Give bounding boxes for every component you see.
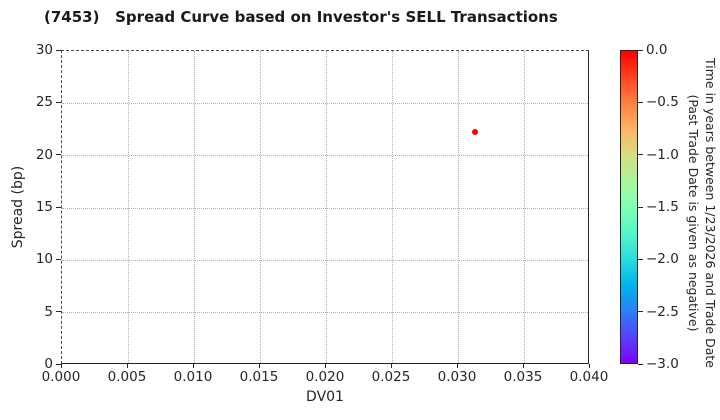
x-gridline xyxy=(391,51,393,363)
y-tick-label: 5 xyxy=(44,303,53,320)
colorbar-tick-label: 0.0 xyxy=(646,42,668,58)
y-gridline xyxy=(62,312,588,314)
x-tick-label: 0.020 xyxy=(305,369,345,385)
x-gridline xyxy=(325,51,327,363)
x-tick-mark xyxy=(456,364,458,368)
x-tick-label: 0.030 xyxy=(437,369,477,385)
x-tick-mark xyxy=(588,364,590,368)
y-gridline xyxy=(62,155,588,157)
x-tick-label: 0.005 xyxy=(107,369,147,385)
x-gridline xyxy=(259,51,261,363)
x-tick-mark xyxy=(258,364,260,368)
y-tick-label: 25 xyxy=(35,94,53,111)
y-tick-label: 30 xyxy=(35,42,53,58)
y-tick-label: 20 xyxy=(35,146,53,163)
colorbar xyxy=(620,50,638,364)
colorbar-tick-mark xyxy=(638,101,643,103)
y-tick-mark xyxy=(56,311,61,313)
colorbar-tick-mark xyxy=(638,363,643,365)
y-tick-mark xyxy=(56,363,61,365)
colorbar-tick-mark xyxy=(638,311,643,313)
y-tick-label: 15 xyxy=(35,199,53,215)
colorbar-tick-mark xyxy=(638,258,643,260)
y-gridline xyxy=(62,207,588,209)
x-tick-mark xyxy=(324,364,326,368)
y-gridline xyxy=(62,102,588,104)
colorbar-tick-label: −2.5 xyxy=(646,303,679,320)
x-tick-label: 0.025 xyxy=(371,369,411,385)
x-tick-label: 0.035 xyxy=(503,369,543,385)
y-tick-mark xyxy=(56,49,61,51)
x-tick-label: 0.000 xyxy=(41,369,81,385)
y-tick-mark xyxy=(56,101,61,103)
x-gridline xyxy=(457,51,459,363)
chart-title: (7453) Spread Curve based on Investor's … xyxy=(44,8,558,26)
y-tick-mark xyxy=(56,258,61,260)
y-gridline xyxy=(62,259,588,261)
colorbar-tick-mark xyxy=(638,154,643,156)
y-tick-label: 10 xyxy=(35,251,53,268)
x-tick-mark xyxy=(390,364,392,368)
x-tick-label: 0.010 xyxy=(173,369,213,385)
x-gridline xyxy=(193,51,195,363)
plot-area xyxy=(61,50,589,364)
colorbar-tick-label: −1.5 xyxy=(646,199,679,215)
colorbar-label-line1: Time in years between 1/23/2026 and Trad… xyxy=(703,58,718,368)
y-tick-mark xyxy=(56,206,61,208)
y-tick-mark xyxy=(56,154,61,156)
data-point xyxy=(472,128,479,135)
colorbar-tick-label: −1.0 xyxy=(646,146,679,163)
y-tick-label: 0 xyxy=(44,356,53,372)
colorbar-tick-label: −3.0 xyxy=(646,356,679,372)
x-tick-mark xyxy=(60,364,62,368)
colorbar-tick-mark xyxy=(638,206,643,208)
x-axis-label: DV01 xyxy=(306,389,344,405)
x-tick-mark xyxy=(192,364,194,368)
colorbar-tick-label: −2.0 xyxy=(646,251,679,268)
x-tick-mark xyxy=(522,364,524,368)
colorbar-tick-mark xyxy=(638,49,643,51)
x-tick-mark xyxy=(126,364,128,368)
colorbar-tick-label: −0.5 xyxy=(646,94,679,111)
x-tick-label: 0.040 xyxy=(569,369,609,385)
x-tick-label: 0.015 xyxy=(239,369,279,385)
x-gridline xyxy=(127,51,129,363)
x-gridline xyxy=(523,51,525,363)
